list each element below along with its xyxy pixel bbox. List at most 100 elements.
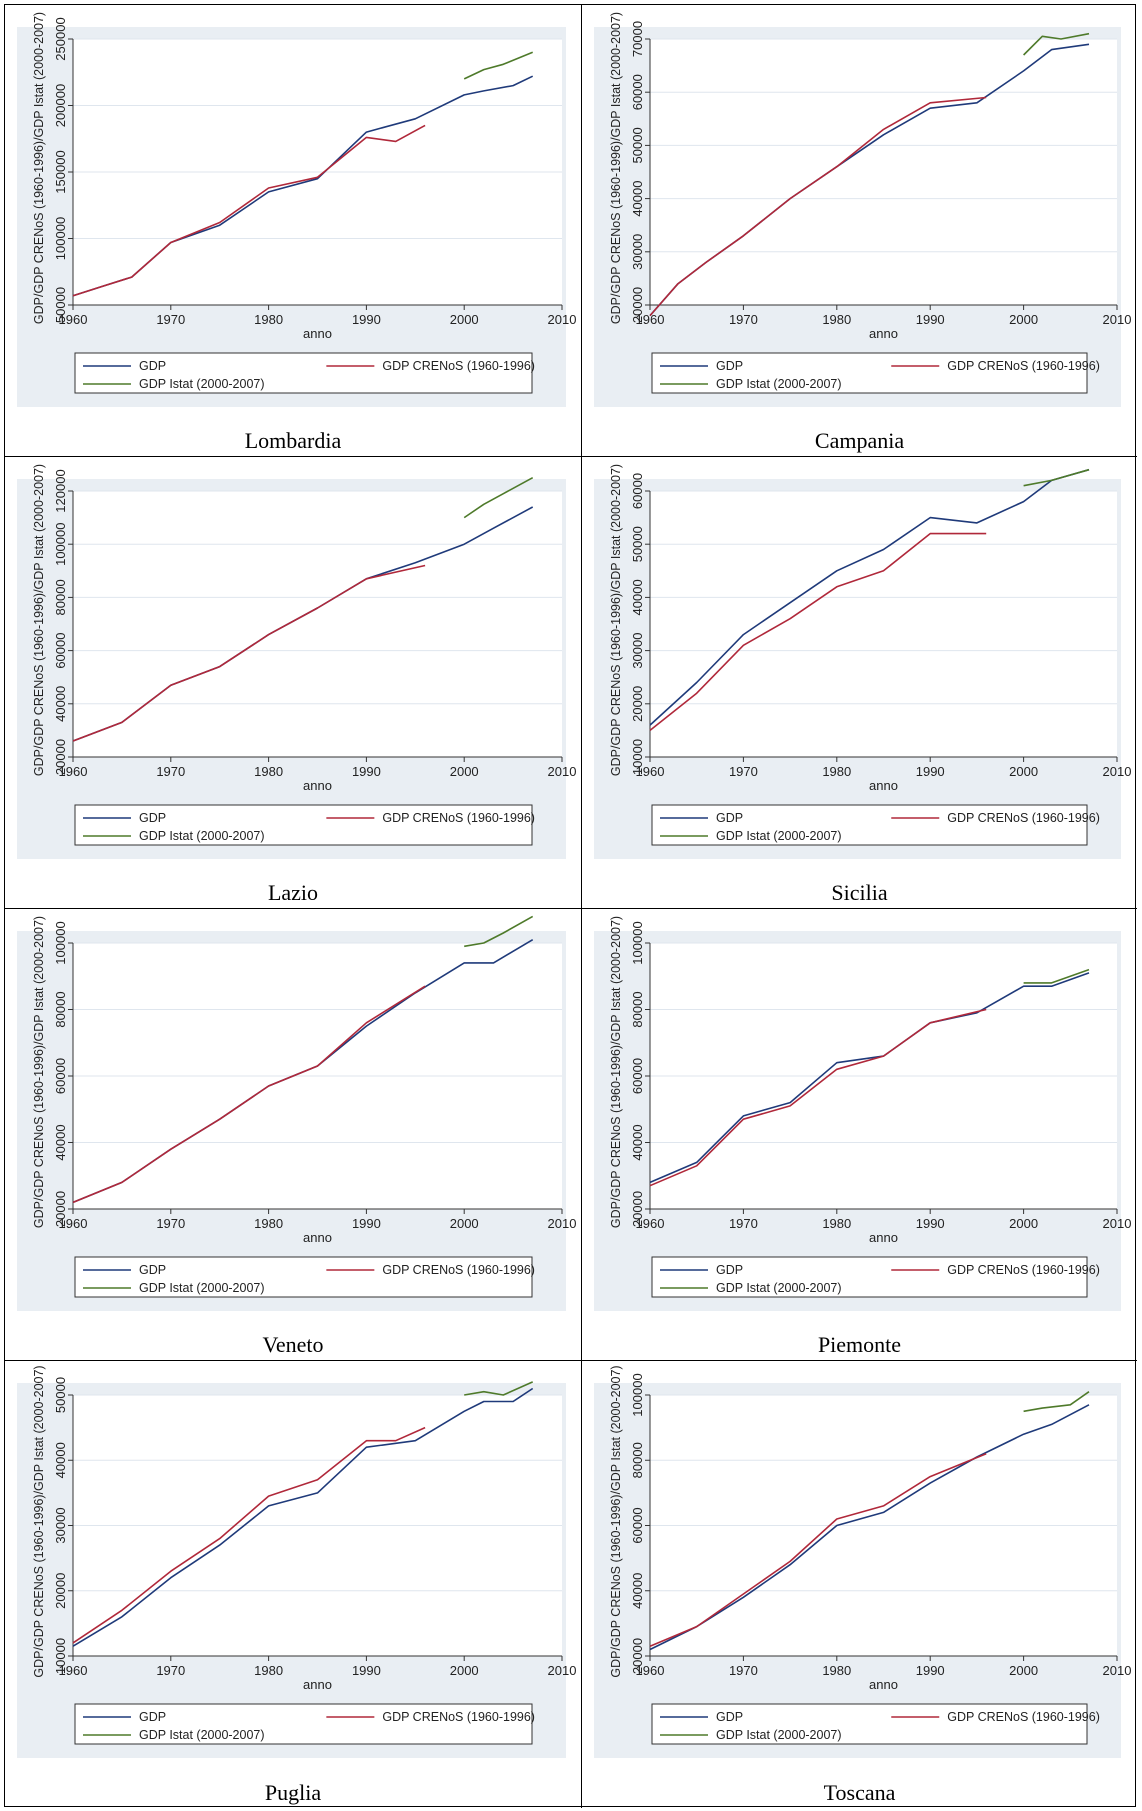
y-tick-label: 70000 bbox=[630, 21, 645, 57]
x-tick-label: 1990 bbox=[352, 764, 381, 779]
x-tick-label: 1980 bbox=[822, 1663, 851, 1678]
chart-svg: 10000 20000 30000 40000 50000 1960 1970 1980 199… bbox=[17, 1365, 576, 1758]
y-tick-label: 100000 bbox=[53, 523, 68, 566]
x-tick-label: 1960 bbox=[59, 1663, 88, 1678]
x-tick-label: 1980 bbox=[254, 1663, 283, 1678]
plot-area bbox=[650, 491, 1117, 757]
x-axis-label: anno bbox=[869, 778, 898, 793]
y-tick-label: 40000 bbox=[53, 1442, 68, 1478]
chart-panel-campania: 20000 30000 40000 50000 60000 70000 1960 1970 19… bbox=[582, 5, 1137, 457]
chart-panel-sicilia: 10000 20000 30000 40000 50000 60000 1960 1970 19… bbox=[582, 457, 1137, 909]
chart-grid: 50000 100000 150000 200000 250000 1960 1970 198… bbox=[4, 4, 1137, 1808]
y-tick-label: 60000 bbox=[630, 473, 645, 509]
chart-svg: 20000 30000 40000 50000 60000 70000 1960 1970 19… bbox=[594, 12, 1131, 407]
series-line-istat bbox=[463, 51, 534, 80]
legend-label-istat: GDP Istat (2000-2007) bbox=[139, 1281, 265, 1295]
y-tick-label: 30000 bbox=[53, 1507, 68, 1543]
x-tick-label: 2010 bbox=[1103, 1216, 1132, 1231]
x-tick-label: 1980 bbox=[822, 1216, 851, 1231]
x-axis-label: anno bbox=[303, 778, 332, 793]
legend-label-gdp: GDP bbox=[716, 1710, 743, 1724]
y-tick-label: 80000 bbox=[630, 991, 645, 1027]
y-tick-label: 100000 bbox=[53, 217, 68, 260]
x-axis-label: anno bbox=[303, 326, 332, 341]
y-tick-label: 80000 bbox=[53, 991, 68, 1027]
x-tick-label: 2000 bbox=[1009, 312, 1038, 327]
x-tick-label: 1970 bbox=[156, 1663, 185, 1678]
y-axis-label: GDP/GDP CRENoS (1960-1996)/GDP Istat (20… bbox=[609, 12, 623, 324]
y-tick-label: 30000 bbox=[630, 633, 645, 669]
legend-label-gdp: GDP bbox=[139, 359, 166, 373]
chart-svg: 20000 40000 60000 80000 100000 120000 1960 1970… bbox=[17, 464, 577, 859]
x-axis-label: anno bbox=[303, 1230, 332, 1245]
legend-label-gdp: GDP bbox=[716, 359, 743, 373]
chart-svg: 20000 40000 60000 80000 100000 1960 1970 1980 19… bbox=[594, 916, 1132, 1311]
series-line-istat bbox=[1023, 468, 1090, 487]
legend-label-istat: GDP Istat (2000-2007) bbox=[139, 829, 265, 843]
x-tick-label: 1980 bbox=[822, 764, 851, 779]
y-tick-label: 40000 bbox=[53, 1124, 68, 1160]
x-tick-label: 2010 bbox=[548, 1216, 577, 1231]
region-caption: Campania bbox=[814, 428, 905, 453]
y-tick-label: 200000 bbox=[53, 84, 68, 127]
x-tick-label: 1990 bbox=[916, 1216, 945, 1231]
y-axis-label: GDP/GDP CRENoS (1960-1996)/GDP Istat (20… bbox=[609, 1365, 623, 1677]
region-caption: Veneto bbox=[262, 1332, 324, 1357]
series-line-crenos bbox=[72, 985, 426, 1204]
legend-label-gdp: GDP bbox=[716, 1263, 743, 1277]
legend-box bbox=[74, 1256, 533, 1298]
series-line-crenos bbox=[649, 1008, 987, 1187]
series-line-crenos bbox=[649, 96, 987, 317]
y-tick-label: 60000 bbox=[630, 1507, 645, 1543]
region-caption: Puglia bbox=[264, 1780, 322, 1805]
x-axis-label: anno bbox=[869, 1677, 898, 1692]
x-tick-label: 1960 bbox=[636, 312, 665, 327]
region-caption: Piemonte bbox=[817, 1332, 902, 1357]
y-axis-label: GDP/GDP CRENoS (1960-1996)/GDP Istat (20… bbox=[32, 1365, 46, 1677]
y-axis-label: GDP/GDP CRENoS (1960-1996)/GDP Istat (20… bbox=[32, 916, 46, 1228]
legend-box bbox=[74, 1703, 533, 1745]
y-tick-label: 100000 bbox=[630, 1373, 645, 1416]
y-tick-label: 150000 bbox=[53, 150, 68, 193]
x-tick-label: 2010 bbox=[548, 312, 577, 327]
region-caption: Lombardia bbox=[244, 428, 342, 453]
x-tick-label: 1960 bbox=[636, 1216, 665, 1231]
y-tick-label: 100000 bbox=[53, 921, 68, 964]
series-line-crenos bbox=[649, 1452, 987, 1647]
x-tick-label: 1960 bbox=[636, 1663, 665, 1678]
y-tick-label: 40000 bbox=[630, 579, 645, 615]
x-tick-label: 2010 bbox=[548, 764, 577, 779]
legend-label-istat: GDP Istat (2000-2007) bbox=[716, 1281, 842, 1295]
x-tick-label: 1990 bbox=[352, 312, 381, 327]
legend-label-crenos: GDP CRENoS (1960-1996) bbox=[947, 1263, 1100, 1277]
series-line-crenos bbox=[72, 564, 426, 742]
legend-label-gdp: GDP bbox=[139, 811, 166, 825]
y-tick-label: 10000 bbox=[630, 739, 645, 775]
series-line-crenos bbox=[72, 124, 426, 297]
y-tick-label: 80000 bbox=[53, 579, 68, 615]
y-tick-label: 80000 bbox=[630, 1442, 645, 1478]
y-axis-label: GDP/GDP CRENoS (1960-1996)/GDP Istat (20… bbox=[609, 916, 623, 1228]
legend-label-gdp: GDP bbox=[139, 1263, 166, 1277]
region-caption: Sicilia bbox=[831, 880, 888, 905]
chart-panel-puglia: 10000 20000 30000 40000 50000 1960 1970 1980 199… bbox=[5, 1361, 582, 1808]
legend-label-istat: GDP Istat (2000-2007) bbox=[139, 1728, 265, 1742]
y-tick-label: 50000 bbox=[53, 287, 68, 323]
y-tick-label: 20000 bbox=[53, 739, 68, 775]
y-axis-label: GDP/GDP CRENoS (1960-1996)/GDP Istat (20… bbox=[609, 464, 623, 776]
x-tick-label: 1990 bbox=[352, 1663, 381, 1678]
y-tick-label: 20000 bbox=[630, 686, 645, 722]
x-tick-label: 1960 bbox=[59, 764, 88, 779]
chart-svg: 10000 20000 30000 40000 50000 60000 1960 1970 19… bbox=[594, 464, 1131, 859]
x-tick-label: 2000 bbox=[450, 1663, 479, 1678]
legend-label-gdp: GDP bbox=[139, 1710, 166, 1724]
y-tick-label: 20000 bbox=[53, 1191, 68, 1227]
x-tick-label: 1970 bbox=[729, 312, 758, 327]
x-tick-label: 2000 bbox=[450, 764, 479, 779]
chart-svg: 20000 40000 60000 80000 100000 1960 1970 1980 19… bbox=[594, 1365, 1131, 1758]
x-tick-label: 1960 bbox=[59, 1216, 88, 1231]
chart-panel-piemonte: 20000 40000 60000 80000 100000 1960 1970 1980 19… bbox=[582, 909, 1137, 1361]
x-axis-label: anno bbox=[869, 326, 898, 341]
plot-area bbox=[650, 39, 1117, 305]
x-tick-label: 1960 bbox=[636, 764, 665, 779]
